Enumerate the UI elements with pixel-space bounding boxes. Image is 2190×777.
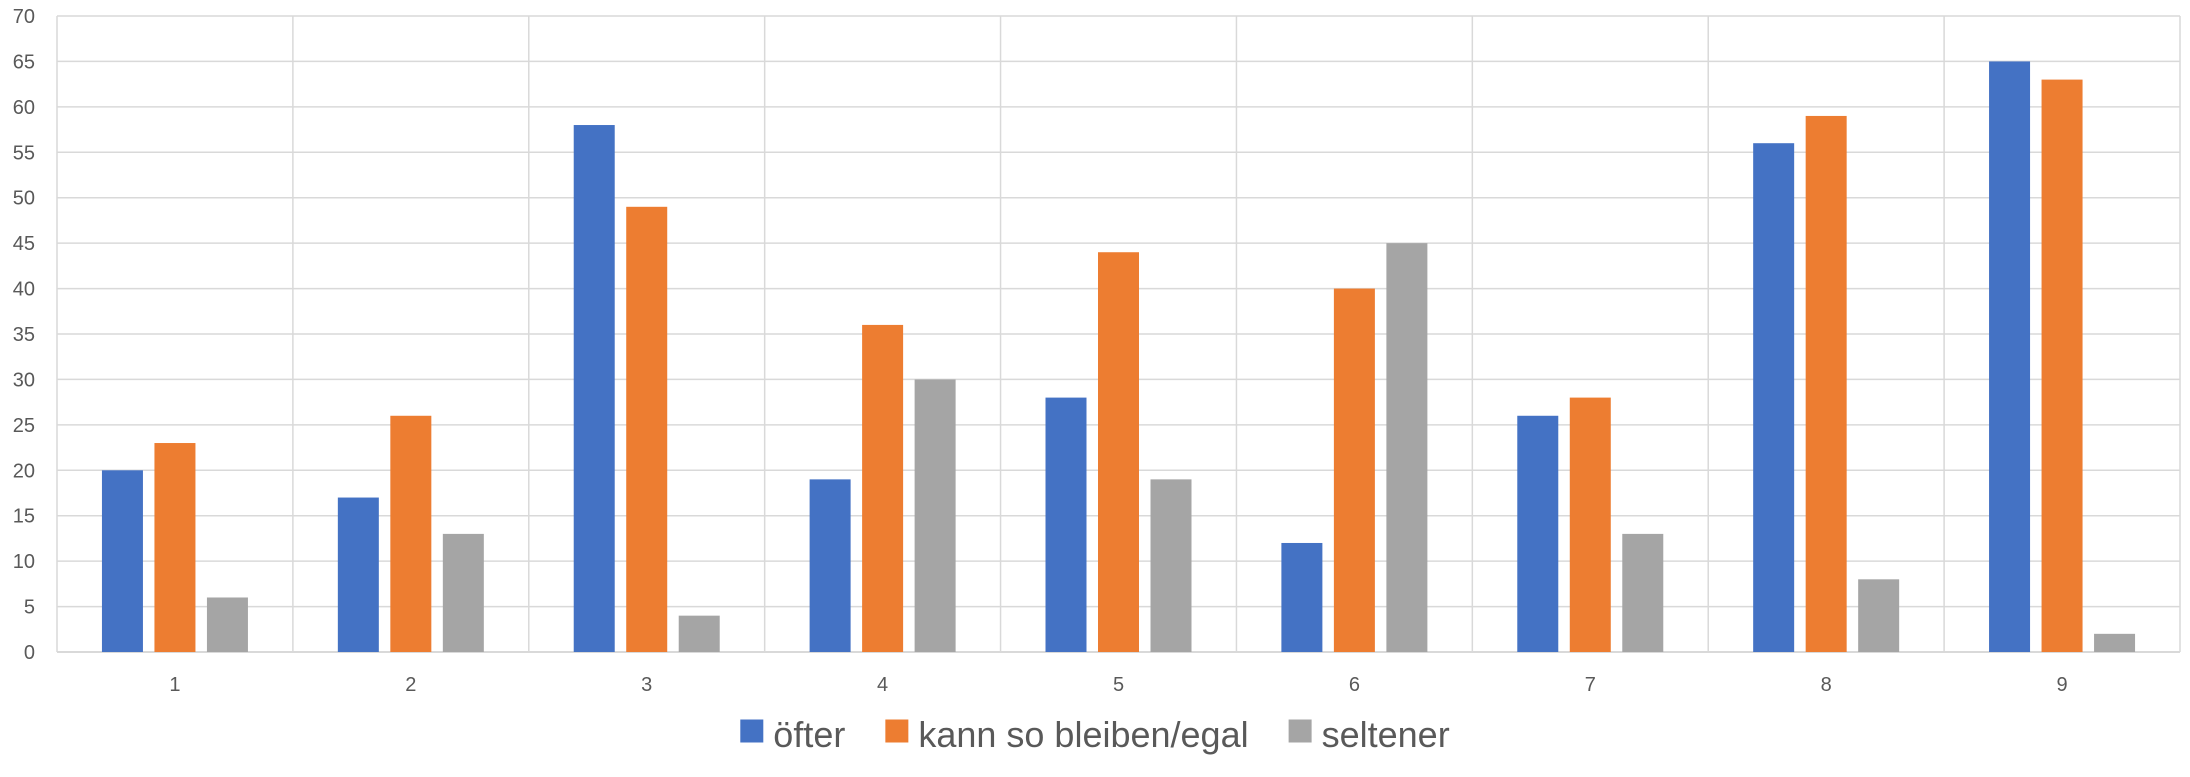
legend-swatch	[885, 719, 909, 743]
x-tick-label: 3	[641, 674, 652, 696]
legend-label: öfter	[773, 714, 845, 755]
y-tick-label: 65	[13, 51, 35, 73]
x-tick-label: 6	[1349, 674, 1360, 696]
y-tick-label: 0	[24, 642, 35, 664]
y-tick-label: 35	[13, 324, 35, 346]
bar-series-2-cat-6	[1333, 288, 1375, 652]
bars-layer	[101, 61, 2136, 653]
x-tick-label: 2	[405, 674, 416, 696]
bar-series-3-cat-6	[1386, 243, 1428, 652]
legend-item-2: kann so bleiben/egal	[885, 714, 1249, 755]
bar-series-2-cat-9	[2041, 79, 2083, 653]
x-tick-label: 1	[169, 674, 180, 696]
bar-series-2-cat-3	[626, 206, 668, 653]
bar-series-2-cat-1	[154, 443, 196, 652]
legend-item-3: seltener	[1288, 714, 1450, 755]
bar-series-2-cat-4	[862, 324, 904, 652]
x-tick-label: 9	[2056, 674, 2067, 696]
bar-series-1-cat-8	[1753, 143, 1795, 652]
y-tick-label: 20	[13, 460, 35, 482]
bar-series-1-cat-4	[809, 479, 851, 652]
bar-series-3-cat-1	[206, 597, 248, 652]
bar-series-1-cat-7	[1517, 415, 1559, 652]
bar-series-3-cat-2	[442, 533, 484, 652]
legend-label: seltener	[1322, 714, 1450, 755]
x-axis-ticks: 1 2 3 4 5 6 7 8 9	[169, 674, 2067, 696]
x-tick-label: 4	[877, 674, 888, 696]
bar-series-1-cat-2	[337, 497, 379, 652]
bar-series-3-cat-4	[914, 379, 956, 652]
y-tick-label: 60	[13, 97, 35, 119]
bar-series-1-cat-1	[101, 470, 143, 652]
x-tick-label: 7	[1585, 674, 1596, 696]
y-tick-label: 10	[13, 551, 35, 573]
y-tick-label: 70	[13, 6, 35, 28]
legend-swatch	[740, 719, 764, 743]
x-tick-label: 5	[1113, 674, 1124, 696]
legend-item-1: öfter	[740, 714, 845, 755]
bar-series-1-cat-3	[573, 125, 615, 653]
bar-series-3-cat-9	[2094, 633, 2136, 652]
bar-series-3-cat-7	[1622, 533, 1664, 652]
legend: öfter kann so bleiben/egal seltener	[740, 714, 1450, 755]
bar-series-2-cat-7	[1569, 397, 1611, 652]
bar-series-3-cat-8	[1858, 579, 1900, 652]
x-tick-label: 8	[1821, 674, 1832, 696]
bar-series-2-cat-5	[1098, 252, 1139, 652]
bar-series-3-cat-5	[1150, 479, 1192, 652]
bar-series-1-cat-6	[1281, 542, 1323, 652]
bar-series-3-cat-3	[678, 615, 720, 652]
y-tick-label: 5	[24, 597, 35, 619]
y-tick-label: 50	[13, 188, 35, 210]
y-tick-label: 15	[13, 506, 35, 528]
bar-series-2-cat-2	[390, 415, 432, 652]
bar-series-1-cat-5	[1045, 397, 1087, 652]
y-tick-label: 30	[13, 369, 35, 391]
legend-label: kann so bleiben/egal	[918, 714, 1248, 755]
y-axis-ticks: 0 5 10 15 20 25 30 35 40 45 50 55 60 65 70	[13, 6, 35, 664]
y-tick-label: 25	[13, 415, 35, 437]
bar-series-2-cat-8	[1805, 115, 1847, 652]
y-tick-label: 45	[13, 233, 35, 255]
y-tick-label: 40	[13, 279, 35, 301]
bar-series-1-cat-9	[1989, 61, 2031, 652]
y-tick-label: 55	[13, 142, 35, 164]
legend-swatch	[1288, 719, 1312, 743]
